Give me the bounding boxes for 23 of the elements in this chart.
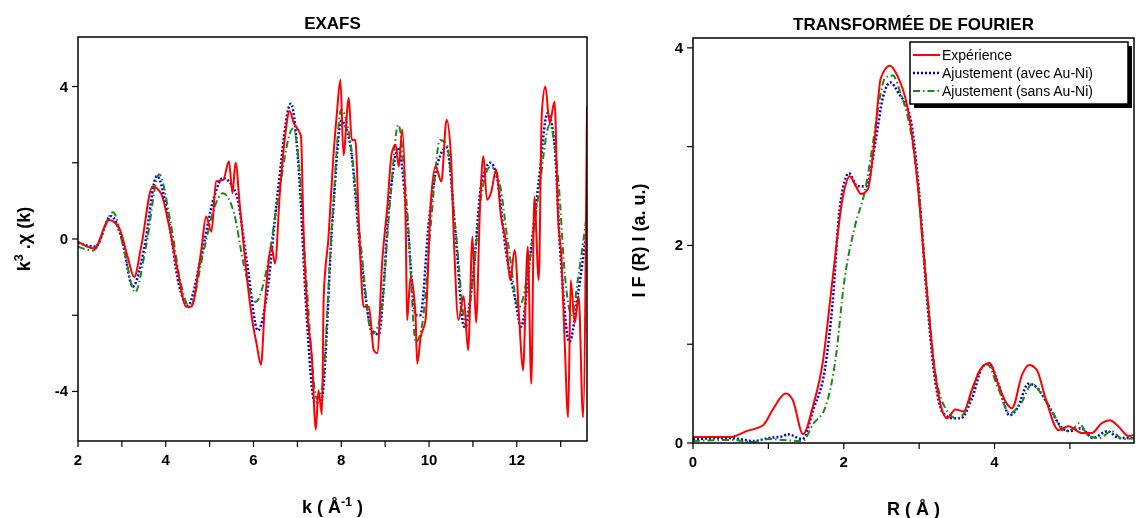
y-tick-label: 2 [674,236,683,254]
y-tick-label: -4 [54,382,69,400]
x-tick-label: 0 [688,453,698,470]
x-tick-label: 2 [73,451,83,468]
x-axis-title: k ( Å$^{-1}$ ) [301,495,364,517]
x-axis-title: R ( Å ) [887,499,940,518]
x-tick-label: 12 [508,451,526,468]
y-tick-label: 4 [59,77,69,95]
y-tick-label: 0 [59,230,68,247]
x-tick-label: 4 [990,453,1000,470]
legend-label: Ajustement (sans Au-Ni) [942,83,1093,99]
legend-label: Ajustement (avec Au-Ni) [942,65,1093,81]
chart-title: EXAFS [304,14,361,33]
y-axis-title: I F (R) I (a. u.) [629,183,649,298]
chart-title: TRANSFORMÉE DE FOURIER [793,15,1034,34]
y-tick-label: 0 [674,434,683,451]
y-tick-label: 4 [674,38,684,56]
x-tick-label: 10 [420,451,438,468]
x-tick-label: 2 [839,453,848,470]
x-tick-label: 6 [249,451,258,468]
x-tick-label: 4 [161,451,171,468]
legend-label: Expérience [942,47,1013,63]
x-tick-label: 8 [337,451,346,468]
